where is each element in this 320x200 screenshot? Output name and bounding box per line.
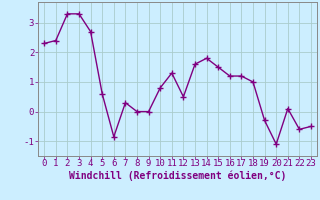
X-axis label: Windchill (Refroidissement éolien,°C): Windchill (Refroidissement éolien,°C) [69,171,286,181]
